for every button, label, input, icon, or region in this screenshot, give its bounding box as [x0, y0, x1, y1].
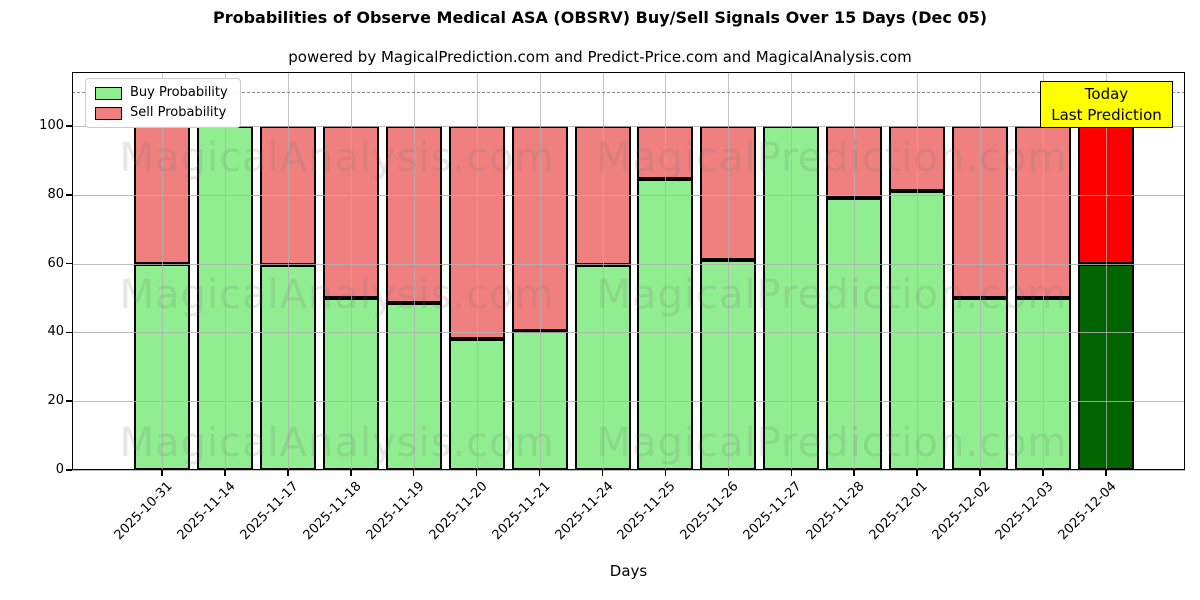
today-annotation: Today Last Prediction — [1040, 81, 1173, 128]
x-tick-mark-2025-12-04 — [1105, 470, 1107, 476]
y-tick-mark-60 — [66, 262, 72, 265]
x-tick-mark-2025-11-18 — [350, 470, 352, 476]
legend-item-buy: Buy Probability — [95, 86, 228, 100]
x-tick-mark-2025-11-19 — [412, 470, 415, 476]
x-tick-mark-2025-11-17 — [287, 470, 289, 476]
x-tick-label-2025-10-31: 2025-10-31 — [111, 479, 176, 544]
legend: Buy Probability Sell Probability — [85, 78, 241, 128]
v-gridline-2025-11-20 — [476, 72, 478, 470]
threshold-dashed-line — [72, 91, 1185, 93]
h-gridline-100 — [72, 126, 1185, 127]
x-tick-mark-2025-11-25 — [664, 470, 667, 476]
v-gridline-2025-11-25 — [665, 72, 667, 470]
x-axis-label: Days — [609, 562, 648, 580]
y-tick-label-60: 60 — [47, 255, 64, 271]
today-annotation-line2: Last Prediction — [1051, 105, 1162, 124]
y-tick-mark-20 — [66, 400, 72, 402]
v-gridline-2025-11-24 — [602, 72, 604, 470]
y-tick-label-40: 40 — [47, 324, 64, 340]
v-gridline-2025-12-01 — [917, 72, 919, 470]
watermark-text: MagicalAnalysis.com — [119, 135, 555, 181]
x-tick-mark-2025-11-14 — [224, 470, 226, 476]
watermark-text: MagicalPrediction.com — [596, 135, 1068, 181]
v-gridline-2025-11-27 — [791, 72, 793, 470]
x-tick-mark-2025-11-20 — [475, 470, 478, 476]
x-tick-mark-2025-11-27 — [790, 470, 793, 476]
v-gridline-2025-11-19 — [413, 72, 415, 470]
v-gridline-2025-11-21 — [539, 72, 541, 470]
x-tick-mark-2025-12-03 — [1042, 470, 1044, 476]
x-tick-mark-2025-11-21 — [538, 470, 541, 476]
v-gridline-2025-12-02 — [980, 72, 982, 470]
y-tick-mark-80 — [66, 194, 72, 196]
watermark-text: MagicalAnalysis.com — [119, 272, 555, 318]
x-tick-mark-2025-12-01 — [916, 470, 918, 476]
x-tick-mark-2025-12-02 — [979, 470, 981, 476]
today-annotation-line1: Today — [1084, 84, 1129, 103]
x-tick-mark-2025-11-24 — [601, 470, 604, 476]
v-gridline-2025-11-28 — [854, 72, 856, 470]
watermark-text: MagicalAnalysis.com — [119, 420, 555, 466]
chart-subtitle: powered by MagicalPrediction.com and Pre… — [288, 48, 912, 66]
h-gridline-60 — [72, 263, 1185, 265]
y-tick-mark-40 — [66, 331, 72, 334]
h-gridline-20 — [72, 401, 1185, 403]
v-gridline-2025-11-18 — [350, 72, 352, 470]
v-gridline-2025-11-26 — [728, 72, 730, 470]
v-gridline-2025-10-31 — [162, 72, 163, 470]
v-gridline-2025-11-14 — [224, 72, 226, 470]
h-gridline-40 — [72, 332, 1185, 334]
plot-area: MagicalAnalysis.com MagicalPrediction.com… — [72, 72, 1185, 471]
chart-title: Probabilities of Observe Medical ASA (OB… — [212, 8, 988, 27]
legend-label-sell: Sell Probability — [130, 105, 227, 120]
y-tick-mark-0 — [66, 469, 72, 471]
v-gridline-2025-12-04 — [1105, 72, 1107, 470]
h-gridline-0 — [72, 470, 1185, 471]
x-tick-mark-2025-11-28 — [853, 470, 855, 476]
legend-item-sell: Sell Probability — [95, 106, 228, 120]
v-gridline-2025-12-03 — [1043, 72, 1045, 470]
watermark-text: MagicalPrediction.com — [596, 420, 1068, 466]
y-tick-label-80: 80 — [47, 186, 64, 202]
buy-swatch-icon — [95, 86, 122, 100]
x-tick-mark-2025-10-31 — [161, 470, 163, 476]
x-tick-mark-2025-11-26 — [727, 470, 730, 476]
y-tick-label-100: 100 — [39, 118, 64, 133]
legend-label-buy: Buy Probability — [130, 85, 228, 100]
watermark-text: MagicalPrediction.com — [596, 272, 1068, 318]
y-tick-label-20: 20 — [47, 393, 64, 409]
h-gridline-80 — [72, 194, 1185, 196]
v-gridline-2025-11-17 — [287, 72, 289, 470]
y-tick-mark-100 — [66, 125, 72, 127]
y-tick-label-0: 0 — [55, 462, 64, 477]
sell-swatch-icon — [95, 106, 122, 120]
